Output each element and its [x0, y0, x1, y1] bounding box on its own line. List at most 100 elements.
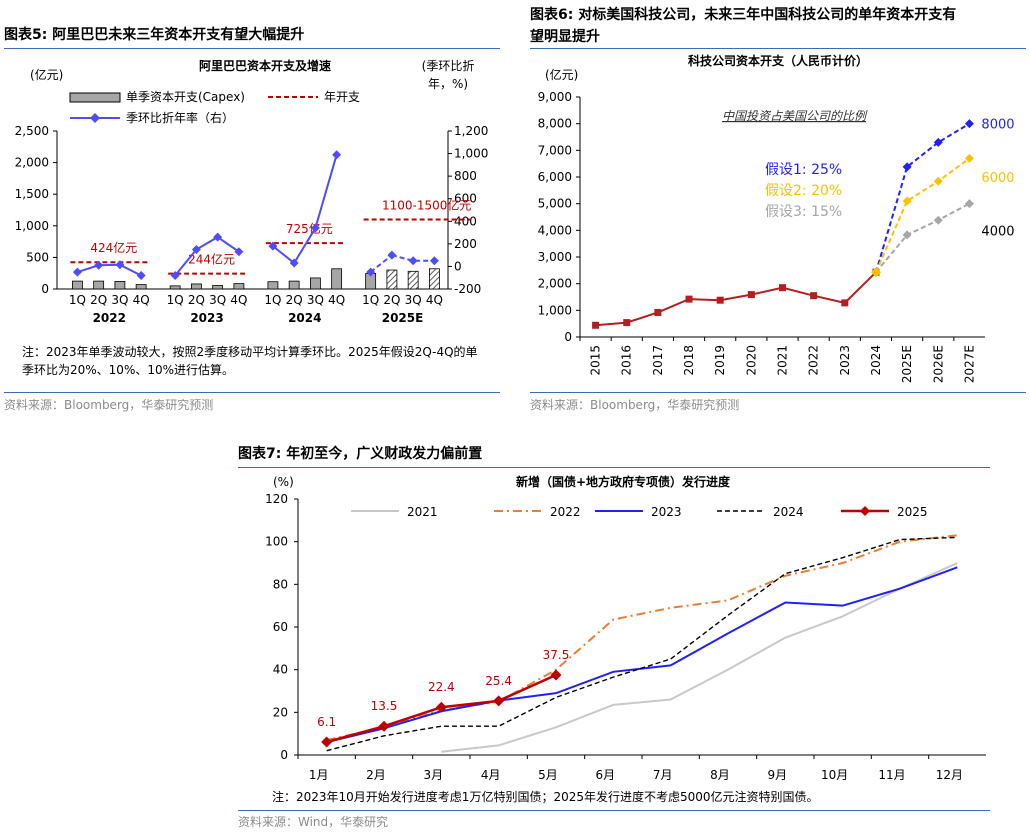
- fig7-note: 注：2023年10月开始发行进度考虑1万亿特别国债；2025年发行进度不考虑50…: [272, 790, 819, 804]
- capex-bar: [386, 269, 398, 290]
- history-point: [592, 321, 600, 329]
- fig5-title-rule: [4, 48, 500, 49]
- history-point: [654, 308, 662, 316]
- x-tick-label: 2月: [366, 768, 386, 782]
- fig6-bottom-rule: [530, 392, 1026, 393]
- legend-marker: [860, 506, 870, 516]
- right-tick-label: 800: [454, 169, 477, 183]
- bond-issuance-chart: 新增（国债+地方政府专项债）发行进度 (%) 2021 2022 2023 2024 2…: [265, 474, 986, 782]
- y-tick-label: 120: [265, 492, 288, 506]
- right-tick-label: 1,200: [454, 124, 488, 138]
- label-2025: 25.4: [485, 674, 512, 688]
- qoq-point: [408, 256, 418, 266]
- fig7-bottom-rule: [238, 810, 990, 811]
- scenario-point: [902, 230, 912, 240]
- y-tick-label: 9,000: [538, 90, 572, 104]
- scenario-1-label: 假设1: 25%: [765, 162, 842, 178]
- x-tick-label: 2018: [682, 345, 696, 376]
- scenario-line: [875, 157, 971, 273]
- fig6-title-line1: 图表6: 对标美国科技公司，未来三年中国科技公司的单年资本开支有: [530, 7, 957, 23]
- left-tick-label: 0: [41, 282, 49, 296]
- quarter-tick-label: 4Q: [328, 293, 345, 307]
- x-tick-label: 2021: [776, 345, 790, 376]
- scenario-origin-point: [870, 267, 881, 278]
- point-2025: [493, 695, 505, 707]
- left-tick-label: 500: [26, 250, 49, 264]
- capex-bar: [93, 280, 105, 290]
- x-tick-label: 2022: [807, 345, 821, 376]
- x-tick-label: 1月: [309, 768, 329, 782]
- quarter-tick-label: 2Q: [286, 293, 303, 307]
- capex-bar: [233, 283, 245, 290]
- x-tick-label: 2020: [744, 345, 758, 376]
- left-tick-label: 1,000: [15, 219, 49, 233]
- qoq-line: [77, 263, 142, 277]
- history-point: [623, 319, 631, 327]
- y-tick-label: 7,000: [538, 143, 572, 157]
- point-2025: [378, 720, 390, 732]
- y-tick-label: 5,000: [538, 197, 572, 211]
- history-point: [685, 295, 693, 303]
- x-tick-label: 6月: [596, 768, 616, 782]
- fig5-chart-title: 阿里巴巴资本开支及增速: [199, 58, 331, 73]
- qoq-point: [289, 258, 299, 268]
- capex-bar: [72, 280, 83, 290]
- y-tick-label: 2,000: [538, 277, 572, 291]
- capex-bar: [190, 283, 202, 290]
- scenario-end-label: 4000: [981, 224, 1014, 239]
- qoq-point: [234, 247, 244, 257]
- qoq-line-dashed: [370, 254, 393, 273]
- fig6-chart-title: 科技公司资本开支（人民币计价）: [688, 53, 868, 68]
- scenario-point: [964, 119, 974, 129]
- legend-line-label: 季环比折年率（右）: [126, 110, 234, 125]
- qoq-line: [174, 235, 240, 277]
- year-label: 2024: [288, 311, 321, 325]
- capex-bar: [212, 285, 224, 290]
- x-tick-label: 3月: [424, 768, 444, 782]
- quarter-tick-label: 1Q: [264, 293, 281, 307]
- qoq-point: [310, 223, 320, 233]
- x-tick-label: 4月: [481, 768, 501, 782]
- qoq-point: [191, 245, 201, 254]
- y-tick-label: 20: [273, 705, 288, 719]
- label-2025: 6.1: [317, 715, 336, 729]
- history-point: [841, 299, 849, 307]
- scenario-point: [964, 153, 974, 163]
- fig7-source: 资料来源：Wind，华泰研究: [238, 815, 389, 829]
- y-tick-label: 6,000: [538, 170, 572, 184]
- history-point: [747, 291, 755, 299]
- x-tick-label: 2026E: [931, 345, 945, 383]
- quarter-tick-label: 1Q: [69, 293, 86, 307]
- x-tick-label: 2025E: [900, 345, 914, 383]
- fig6-annotation: 中国投资占美国公司的比例: [722, 109, 868, 123]
- point-2025: [321, 736, 333, 748]
- scenario-point: [902, 196, 912, 206]
- quarter-tick-label: 4Q: [133, 293, 150, 307]
- year-label: 2023: [190, 311, 223, 325]
- x-tick-label: 11月: [878, 768, 905, 782]
- x-tick-label: 2027E: [962, 345, 976, 383]
- annual-capex-label: 424亿元: [90, 240, 137, 255]
- qoq-point: [429, 256, 439, 266]
- legend-label: 2022: [550, 505, 581, 519]
- qoq-point: [170, 270, 180, 280]
- fig5-title: 图表5: 阿里巴巴未来三年资本开支有望大幅提升: [4, 27, 305, 43]
- fig5-note: 注：2023年单季波动较大，按照2季度移动平均计算季环比。2025年假设2Q-4…: [22, 345, 478, 377]
- capex-bar: [428, 268, 440, 290]
- quarter-tick-label: 1Q: [362, 293, 379, 307]
- fig5-y2-label-2: 年，%): [428, 77, 468, 91]
- right-tick-label: -200: [454, 282, 481, 296]
- label-2025: 37.5: [543, 648, 570, 662]
- quarter-tick-label: 3Q: [307, 293, 324, 307]
- x-tick-label: 8月: [710, 768, 730, 782]
- scenario-point: [933, 215, 943, 225]
- left-tick-label: 2,500: [15, 124, 49, 138]
- left-tick-label: 1,500: [15, 187, 49, 201]
- y-tick-label: 1,000: [538, 303, 572, 317]
- fig5-y-label: (亿元): [30, 67, 63, 82]
- y-tick-label: 60: [273, 620, 288, 634]
- quarter-tick-label: 2Q: [90, 293, 107, 307]
- quarter-tick-label: 2Q: [383, 293, 400, 307]
- fig5-bottom-rule: [4, 392, 500, 393]
- quarter-tick-label: 3Q: [209, 293, 226, 307]
